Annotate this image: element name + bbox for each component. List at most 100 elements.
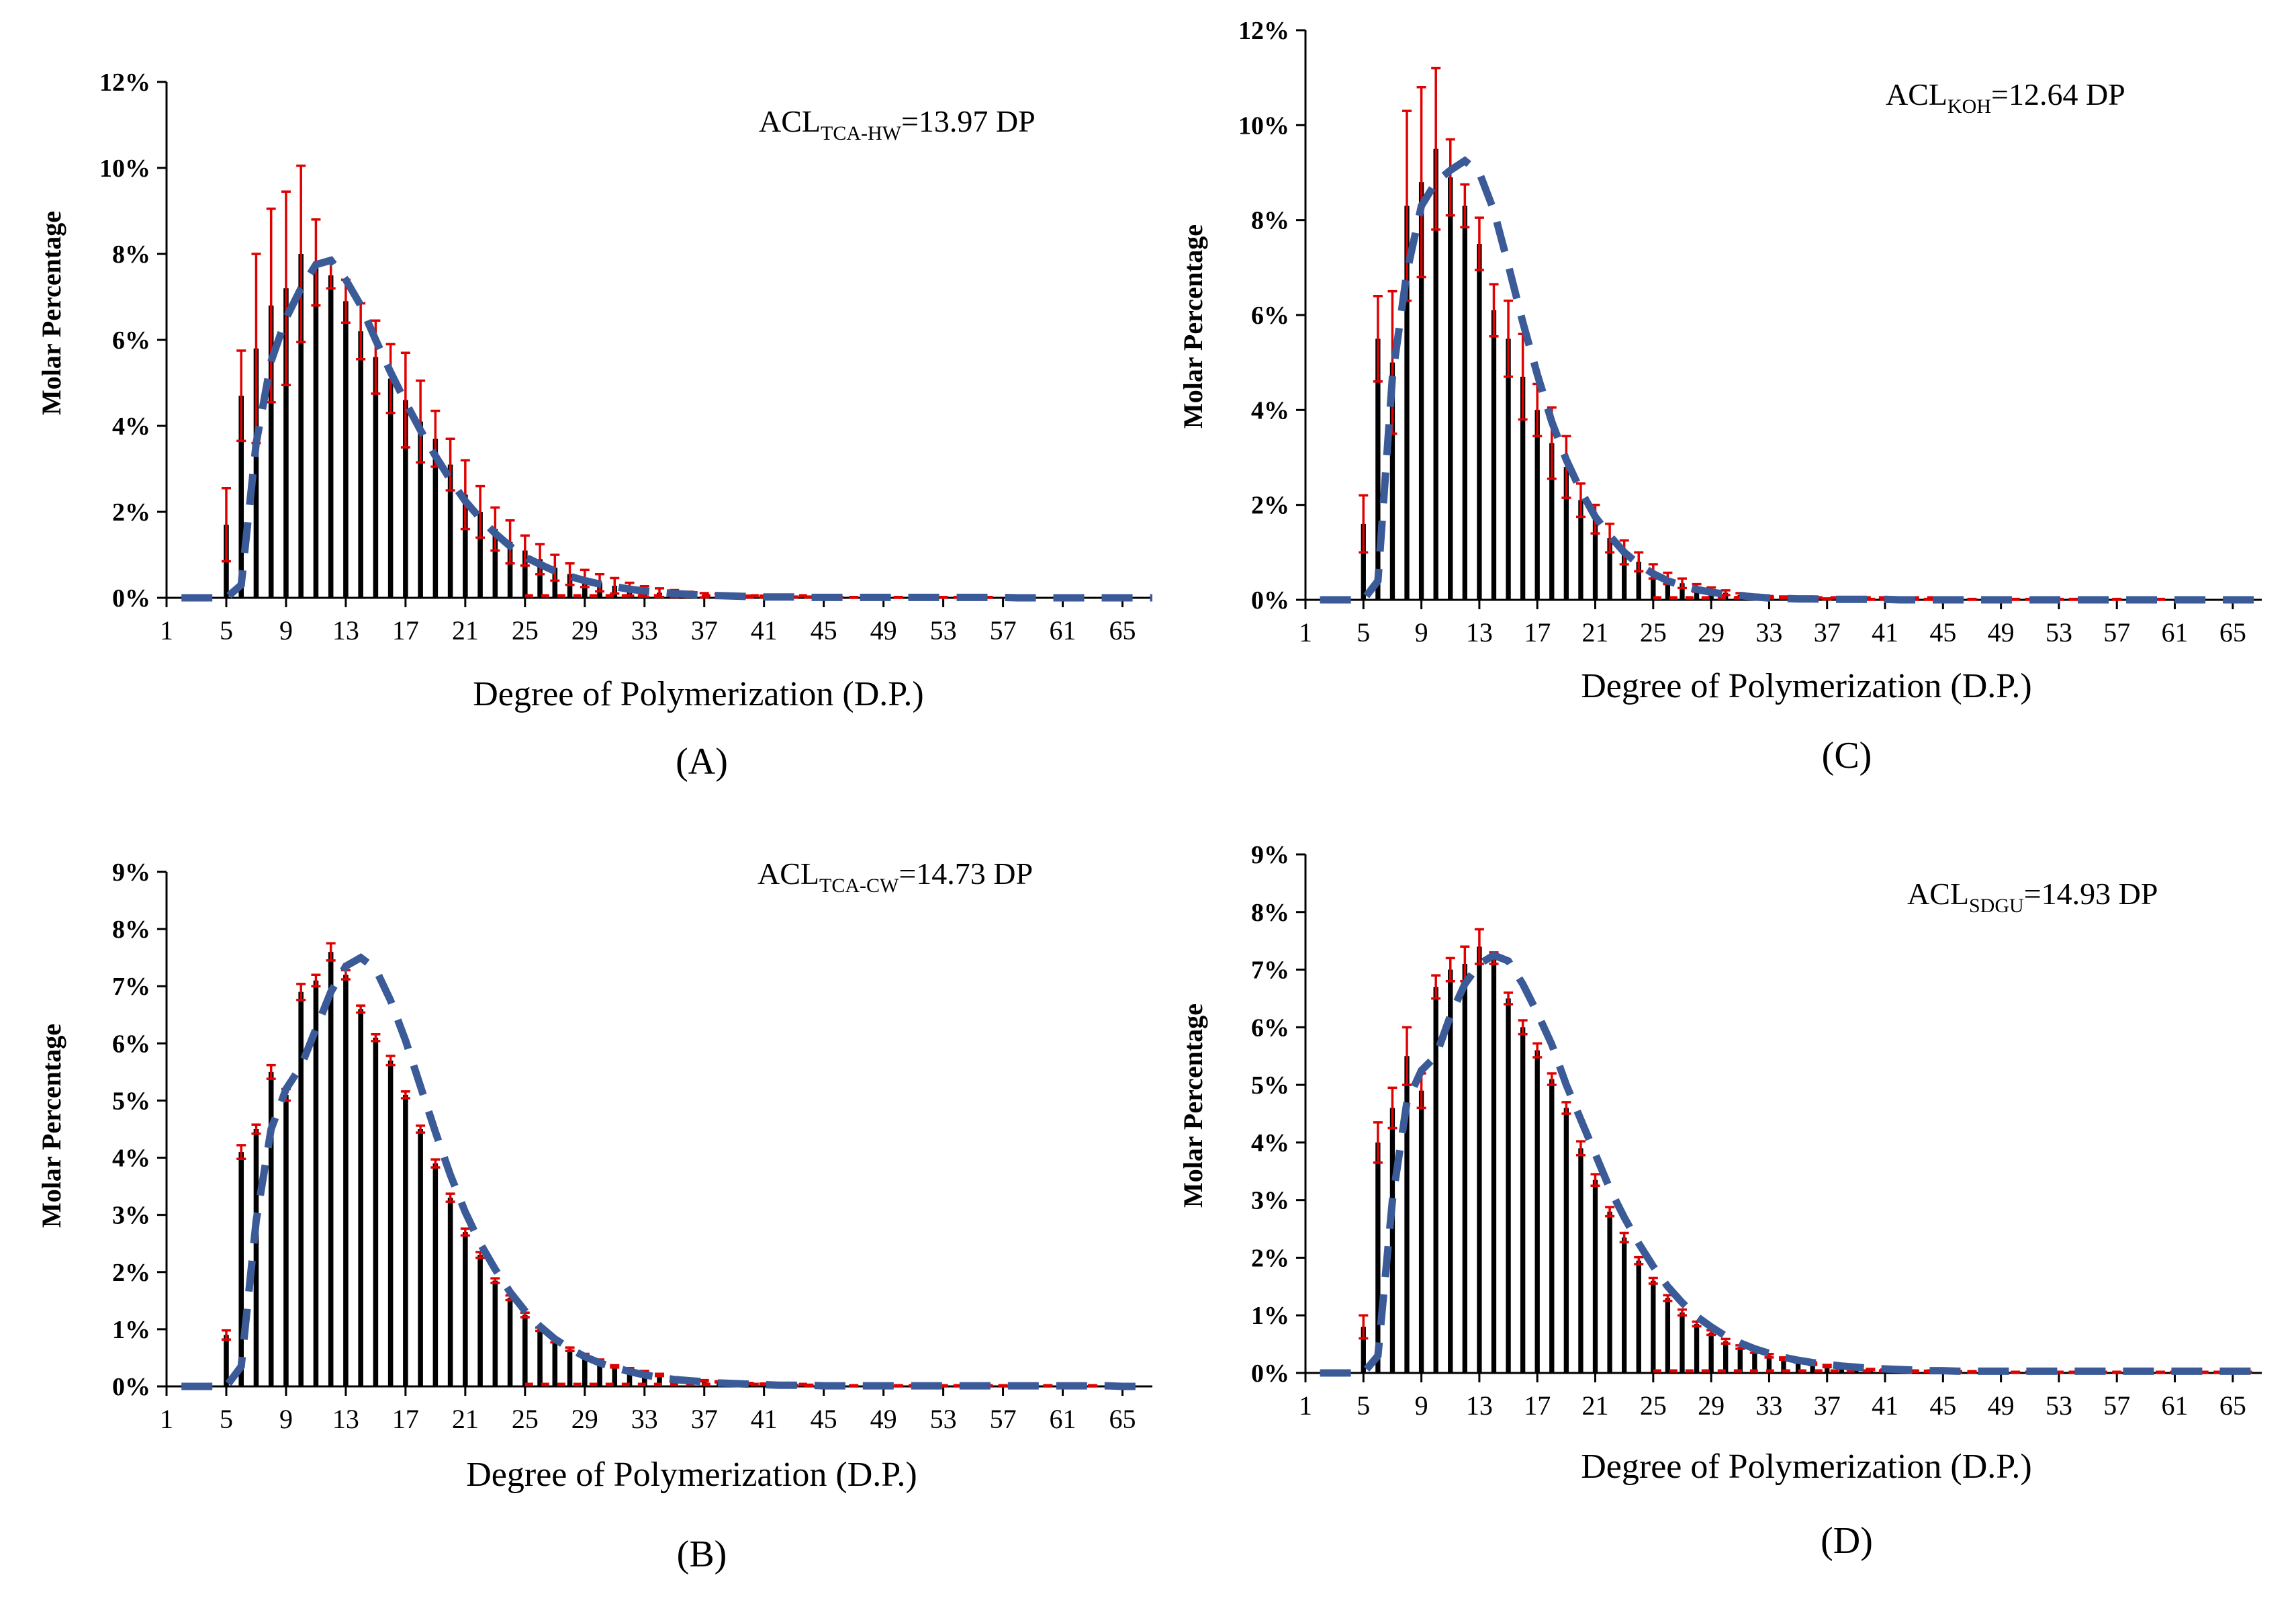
panel-b-x-tick-label: 13 <box>332 1404 359 1434</box>
panel-b-plot-area: 0% 1% 2% 3% 4% 5% 6% 7% 8% 9% 1 5 9 13 17 21 25 29 33 37 41 4… <box>112 858 1152 1434</box>
panel-b-bar <box>387 1060 394 1386</box>
panel-b-bar <box>597 1360 602 1386</box>
panel-b-error-bar <box>565 1346 575 1352</box>
panel-c-bar <box>1389 362 1395 600</box>
panel-c-y-tick-label: 12% <box>1238 17 1289 45</box>
panel-b-bar <box>507 1298 513 1386</box>
panel-b-fit-curve <box>181 953 1152 1390</box>
panel-d-bar <box>1361 1327 1366 1373</box>
panel-b-bar <box>567 1349 573 1386</box>
panel-b-bar <box>358 1009 363 1386</box>
panel-c-error-bar <box>1373 294 1383 383</box>
panel-c-x-tick-label: 57 <box>2103 617 2130 648</box>
panel-c-x-tick-label: 29 <box>1698 617 1725 648</box>
panel-d-error-bar <box>1967 1370 1977 1374</box>
panel-d-bar <box>1404 1056 1410 1373</box>
panel-c-error-bar <box>2011 597 2021 601</box>
panel-d-error-bar <box>1387 1086 1397 1130</box>
panel-d-bar <box>1389 1108 1395 1373</box>
panel-b-y-tick-label: 6% <box>112 1030 150 1058</box>
panel-c-x-tick-label: 13 <box>1466 617 1493 648</box>
panel-c-x-tick-label: 41 <box>1872 617 1898 648</box>
panel-b-error-bar <box>520 1311 530 1319</box>
panel-a-error-bar <box>445 437 455 492</box>
panel-c-error-bar <box>1402 109 1412 302</box>
panel-a-error-bar <box>251 253 261 445</box>
panel-a-bar <box>253 348 259 598</box>
panel-d-error-bar <box>1474 928 1484 965</box>
panel-d-bar <box>1477 946 1482 1373</box>
panel-d-error-bar <box>1677 1308 1687 1317</box>
panel-c-y-tick-label: 2% <box>1251 492 1289 520</box>
panel-d-error-bar <box>1532 1042 1543 1059</box>
panel-d-y-tick-label: 2% <box>1251 1244 1289 1272</box>
panel-c-x-tick-label: 45 <box>1929 617 1956 648</box>
panel-d-chart: 0% 1% 2% 3% 4% 5% 6% 7% 8% 9% 1 5 9 13 17 21 25 29 33 37 41 4… <box>1178 841 2262 1562</box>
panel-a-x-tick-label: 9 <box>279 615 293 646</box>
panel-a-bar <box>328 275 334 598</box>
panel-a-fit-curve <box>181 256 1152 602</box>
panel-d-y-axis-label: Molar Percentage <box>1178 1004 1208 1208</box>
panel-d-bar <box>1737 1347 1743 1373</box>
panel-d-x-tick-label: 37 <box>1814 1390 1841 1421</box>
panel-c-plot-area: 0% 2% 4% 6% 8% 10% 12% 1 5 9 13 17 21 25 29 33 37 41 45 49 5… <box>1238 17 2262 648</box>
panel-a-bar <box>537 559 543 598</box>
panel-b-x-tick-label: 25 <box>512 1404 539 1434</box>
panel-a-bar <box>477 512 483 598</box>
panel-d-x-tick-label: 5 <box>1357 1390 1370 1421</box>
panel-a-x-tick-label: 33 <box>631 615 658 646</box>
panel-d-acl-suffix: =14.93 DP <box>2024 877 2158 911</box>
panel-d-fit-curve <box>1320 950 2262 1377</box>
panel-d-error-bar <box>2011 1370 2021 1374</box>
panel-c-bar <box>1462 206 1468 600</box>
panel-d-error-bar <box>1575 1140 1586 1157</box>
panel-c-acl-subscript: KOH <box>1947 95 1991 118</box>
panel-a-bar <box>522 550 528 598</box>
panel-b-error-bar <box>326 942 336 962</box>
panel-d-y-tick-label: 7% <box>1251 957 1289 985</box>
panel-b-x-tick-label: 37 <box>691 1404 718 1434</box>
panel-b-y-tick-label: 9% <box>112 858 150 887</box>
panel-c-y-tick-label: 0% <box>1251 586 1289 615</box>
panel-c-x-tick-label: 1 <box>1299 617 1312 648</box>
panel-a-y-tick-label: 0% <box>112 584 150 613</box>
panel-d-x-tick-label: 33 <box>1755 1390 1782 1421</box>
panel-a-error-bar <box>236 349 246 443</box>
panel-b-x-tick-label: 21 <box>452 1404 479 1434</box>
panel-d-error-bar <box>1561 1101 1571 1115</box>
panel-a-error-bar <box>893 595 903 599</box>
panel-c-bar <box>1578 500 1583 600</box>
panel-b-error-bar <box>296 983 306 1002</box>
panel-a-error-bar <box>938 595 948 599</box>
panel-c-y-tick-label: 6% <box>1251 302 1289 330</box>
panel-a-error-bar <box>535 543 545 576</box>
panel-b-error-bar <box>460 1227 470 1237</box>
panel-b-bar <box>224 1335 229 1386</box>
panel-b-x-tick-label: 41 <box>751 1404 778 1434</box>
panel-a-error-bar <box>356 302 366 361</box>
panel-d-y-tick-label: 3% <box>1251 1187 1289 1215</box>
panel-c-fit-curve <box>1320 156 2262 604</box>
panel-d-bar <box>1825 1366 1830 1373</box>
panel-b-error-bar <box>893 1384 903 1388</box>
panel-d-bar <box>1520 1027 1526 1373</box>
panel-d-error-bar <box>1720 1337 1731 1345</box>
panel-b-bar <box>641 1372 647 1386</box>
panel-d-bar <box>1752 1351 1757 1373</box>
panel-d-acl-annotation: ACLSDGU=14.93 DP <box>1907 877 2158 917</box>
panel-d-bar <box>1607 1211 1612 1373</box>
panel-a-x-tick-label: 21 <box>452 615 479 646</box>
panel-a-y-tick-label: 8% <box>112 240 150 269</box>
panel-b-y-tick-label: 1% <box>112 1316 150 1344</box>
panel-d-bar <box>1621 1237 1627 1373</box>
panel-c-error-bar <box>1605 523 1615 554</box>
panel-a-x-tick-label: 25 <box>512 615 539 646</box>
panel-c-x-tick-label: 5 <box>1357 617 1370 648</box>
panel-d-x-tick-label: 21 <box>1582 1390 1609 1421</box>
panel-b-acl-prefix: ACL <box>757 856 819 891</box>
panel-a-x-tick-label: 13 <box>332 615 359 646</box>
panel-c-bar <box>1361 523 1366 600</box>
panel-c-x-tick-label: 53 <box>2046 617 2072 648</box>
panel-a-bar <box>463 494 468 598</box>
